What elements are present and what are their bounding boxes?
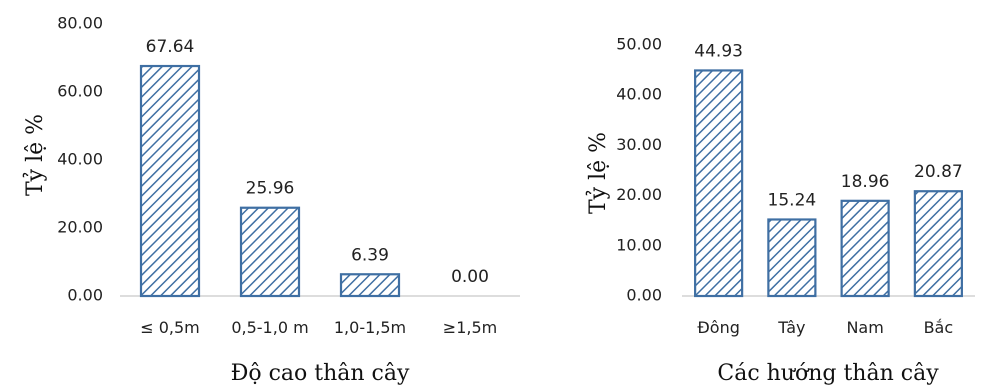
x-tick-label: 1,0-1,5m	[334, 318, 406, 337]
data-label: 25.96	[246, 179, 295, 199]
bar	[339, 273, 401, 298]
data-label: 0.00	[451, 267, 489, 287]
y-axis-title: Tỷ lệ %	[585, 132, 611, 214]
data-label: 20.87	[914, 162, 963, 182]
y-tick-label: 80.00	[57, 14, 103, 33]
y-tick-label: 0.00	[626, 286, 662, 305]
x-tick-label: ≥1,5m	[443, 318, 497, 337]
chart-direction: 0.00 10.00 20.00 30.00 40.00 50.00 44.93 15.24…	[585, 35, 975, 386]
y-tick-label: 60.00	[57, 82, 103, 101]
y-axis-title: Tỷ lệ %	[22, 114, 48, 196]
x-axis-title: Các hướng thân cây	[717, 361, 939, 386]
x-axis-title: Độ cao thân cây	[231, 361, 410, 386]
y-tick-label: 40.00	[616, 85, 662, 104]
x-tick-label: Nam	[846, 318, 883, 337]
y-tick-label: 20.00	[616, 185, 662, 204]
bar	[913, 190, 963, 298]
chart-height: 0.00 20.00 40.00 60.00 80.00 67.64 25.96 6.39 0…	[22, 14, 520, 386]
bar	[840, 199, 890, 298]
y-tick-label: 0.00	[67, 286, 103, 305]
y-tick-label: 10.00	[616, 235, 662, 254]
x-tick-label: Tây	[777, 318, 805, 337]
x-tick-label: ≤ 0,5m	[140, 318, 200, 337]
data-label: 15.24	[768, 190, 817, 210]
y-tick-label: 40.00	[57, 150, 103, 169]
data-label: 67.64	[146, 37, 195, 57]
data-label: 44.93	[694, 41, 743, 61]
x-tick-label: 0,5-1,0 m	[231, 318, 308, 337]
y-tick-label: 20.00	[57, 218, 103, 237]
bar	[139, 64, 201, 298]
y-tick-label: 30.00	[616, 135, 662, 154]
y-tick-label: 50.00	[616, 35, 662, 54]
data-label: 6.39	[351, 245, 389, 265]
data-label: 18.96	[841, 172, 890, 192]
x-tick-label: Đông	[697, 318, 739, 337]
x-tick-label: Bắc	[924, 318, 954, 337]
bar	[767, 218, 817, 298]
bar	[694, 69, 744, 298]
bar	[239, 206, 301, 298]
